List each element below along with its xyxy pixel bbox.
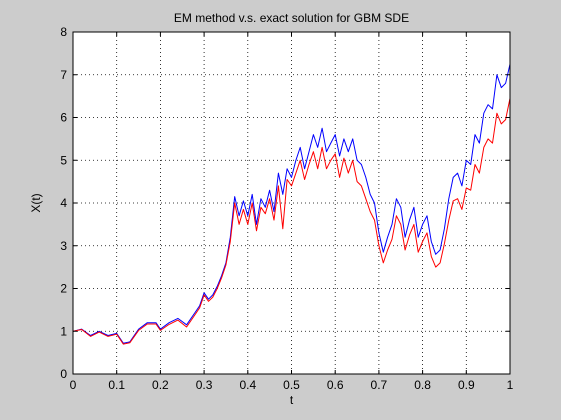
y-tick-label: 2 — [60, 282, 67, 296]
x-tick-label: 0.6 — [327, 378, 344, 392]
x-tick-label: 0.3 — [196, 378, 213, 392]
y-tick-label: 0 — [60, 367, 67, 381]
x-tick-label: 1 — [507, 378, 514, 392]
x-tick-label: 0 — [70, 378, 77, 392]
y-tick-label: 8 — [60, 25, 67, 39]
y-axis-label: X(t) — [29, 193, 43, 212]
x-tick-label: 0.5 — [283, 378, 300, 392]
x-tick-label: 0.7 — [371, 378, 388, 392]
x-tick-label: 0.4 — [239, 378, 256, 392]
series-layer — [72, 63, 511, 345]
series-line-red — [72, 98, 511, 345]
x-tick-label: 0.9 — [458, 378, 475, 392]
y-tick-label: 4 — [60, 196, 67, 210]
chart-title: EM method v.s. exact solution for GBM SD… — [174, 11, 409, 25]
plot-area — [73, 32, 510, 374]
x-tick-label: 0.2 — [152, 378, 169, 392]
grid — [73, 32, 510, 374]
y-tick-label: 6 — [60, 111, 67, 125]
x-tick-label: 0.8 — [414, 378, 431, 392]
y-tick-label: 5 — [60, 153, 67, 167]
y-tick-label: 1 — [60, 324, 67, 338]
y-tick-label: 7 — [60, 68, 67, 82]
x-axis-label: t — [290, 393, 294, 407]
y-tick-label: 3 — [60, 239, 67, 253]
ticks: 0 0.1 0.2 0.3 0.4 0.5 0.6 0.7 0.8 0.9 1 0 1 2 3 4 5 6 7 8 — [60, 25, 513, 392]
series-line-blue — [72, 63, 511, 344]
x-tick-label: 0.1 — [108, 378, 125, 392]
